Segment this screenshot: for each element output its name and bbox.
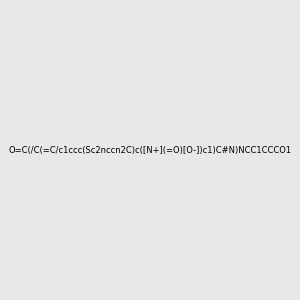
Text: O=C(/C(=C/c1ccc(Sc2nccn2C)c([N+](=O)[O-])c1)C#N)NCC1CCCO1: O=C(/C(=C/c1ccc(Sc2nccn2C)c([N+](=O)[O-]…	[8, 146, 292, 154]
